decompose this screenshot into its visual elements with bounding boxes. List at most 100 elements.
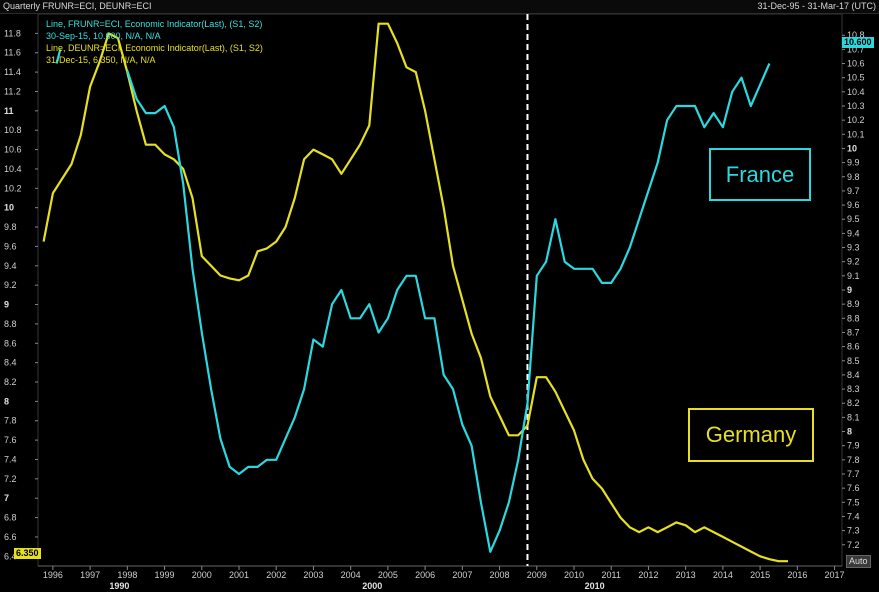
- right-axis-tick-label: 8.2: [847, 398, 860, 408]
- right-axis-tick-label: 8.6: [847, 342, 860, 352]
- left-axis-tick-label: 7.4: [4, 454, 17, 464]
- left-axis-tick-label: 8: [4, 396, 9, 406]
- left-axis-tick-label: 6.4: [4, 551, 17, 561]
- x-axis-tick-label: 2003: [303, 570, 323, 580]
- x-axis-decade-label: 2010: [585, 581, 605, 591]
- date-range: 31-Dec-95 - 31-Mar-17 (UTC): [757, 1, 876, 11]
- left-axis-tick-label: 8.6: [4, 338, 17, 348]
- auto-scale-button[interactable]: Auto: [846, 555, 871, 568]
- right-axis-tick-label: 9.2: [847, 257, 860, 267]
- right-axis-tick-label: 10.8: [847, 30, 865, 40]
- x-axis-tick-label: 2006: [415, 570, 435, 580]
- right-axis-tick-label: 8: [847, 427, 852, 437]
- left-axis-tick-label: 9.2: [4, 280, 17, 290]
- x-axis-tick-label: 2007: [452, 570, 472, 580]
- right-axis-tick-label: 8.8: [847, 313, 860, 323]
- right-axis-tick-label: 9.9: [847, 158, 860, 168]
- germany-last-value-tag: 6.350: [14, 548, 41, 559]
- right-axis-tick-label: 8.3: [847, 384, 860, 394]
- left-axis-tick-label: 10.4: [4, 164, 22, 174]
- left-axis-tick-label: 7.2: [4, 474, 17, 484]
- left-axis-tick-label: 11.2: [4, 86, 21, 96]
- right-axis-tick-label: 9.7: [847, 186, 860, 196]
- x-axis-tick-label: 2000: [192, 570, 212, 580]
- right-axis-tick-label: 7.9: [847, 441, 860, 451]
- left-axis-tick-label: 7.6: [4, 435, 17, 445]
- right-axis-tick-label: 10.1: [847, 129, 865, 139]
- left-axis-tick-label: 11: [4, 106, 14, 116]
- left-axis-tick-label: 11.4: [4, 67, 21, 77]
- x-axis-tick-label: 1997: [80, 570, 100, 580]
- right-axis-tick-label: 7.2: [847, 540, 860, 550]
- x-axis-tick-label: 2004: [341, 570, 361, 580]
- left-axis-tick-label: 10: [4, 203, 14, 213]
- right-axis-tick-label: 9: [847, 285, 852, 295]
- right-axis-tick-label: 9.5: [847, 214, 860, 224]
- legend-france-line2: 30-Sep-15, 10.600, N/A, N/A: [46, 31, 161, 41]
- x-axis-tick-label: 2010: [564, 570, 584, 580]
- x-axis-tick-label: 2001: [229, 570, 249, 580]
- left-axis-tick-label: 11.6: [4, 48, 21, 58]
- right-axis-tick-label: 8.1: [847, 412, 860, 422]
- x-axis-tick-label: 2002: [266, 570, 286, 580]
- x-axis-tick-label: 1999: [155, 570, 175, 580]
- left-axis-tick-label: 9.8: [4, 222, 17, 232]
- right-axis-tick-label: 10.4: [847, 87, 865, 97]
- left-axis-tick-label: 7: [4, 493, 9, 503]
- x-axis-tick-label: 2017: [825, 570, 845, 580]
- france-label-box: France: [709, 148, 811, 201]
- left-axis-tick-label: 8.4: [4, 358, 17, 368]
- left-axis-tick-label: 10.2: [4, 183, 22, 193]
- left-axis-tick-label: 6.8: [4, 513, 17, 523]
- x-axis-tick-label: 1996: [43, 570, 63, 580]
- left-axis-tick-label: 8.8: [4, 319, 17, 329]
- right-axis-tick-label: 10.5: [847, 73, 865, 83]
- x-axis-tick-label: 2014: [713, 570, 733, 580]
- right-axis-tick-label: 7.6: [847, 483, 860, 493]
- right-axis-tick-label: 7.8: [847, 455, 860, 465]
- x-axis-tick-label: 2013: [676, 570, 696, 580]
- france-series-line: [126, 63, 771, 553]
- right-axis-tick-label: 9.3: [847, 243, 860, 253]
- x-axis-decade-label: 1990: [109, 581, 129, 591]
- germany-label-box: Germany: [688, 408, 814, 462]
- right-axis-tick-label: 9.4: [847, 228, 860, 238]
- right-axis-tick-label: 9.8: [847, 172, 860, 182]
- x-axis-tick-label: 2012: [638, 570, 658, 580]
- right-axis-tick-label: 10.6: [847, 59, 865, 69]
- right-axis-tick-label: 9.1: [847, 271, 860, 281]
- legend-germany-line2: 31-Dec-15, 6.350, N/A, N/A: [46, 55, 156, 65]
- germany-series-line: [42, 22, 788, 563]
- right-axis-tick-label: 8.9: [847, 299, 860, 309]
- right-axis-tick-label: 9.6: [847, 200, 860, 210]
- left-axis-tick-label: 8.2: [4, 377, 17, 387]
- x-axis-tick-label: 1998: [117, 570, 137, 580]
- france-series-line: [55, 49, 62, 64]
- chart-legend: Line, FRUNR=ECI, Economic Indicator(Last…: [46, 18, 263, 66]
- right-axis-tick-label: 7.4: [847, 511, 860, 521]
- right-axis-tick-label: 10.3: [847, 101, 865, 111]
- x-axis-tick-label: 2015: [750, 570, 770, 580]
- x-axis-tick-label: 2011: [602, 570, 621, 580]
- right-axis-tick-label: 8.7: [847, 327, 860, 337]
- right-axis-tick-label: 10.7: [847, 44, 865, 54]
- left-axis-tick-label: 9.6: [4, 241, 17, 251]
- left-axis-tick-label: 10.6: [4, 145, 22, 155]
- legend-france-line1: Line, FRUNR=ECI, Economic Indicator(Last…: [46, 19, 263, 29]
- plot-frame: [37, 13, 843, 567]
- right-axis-tick-label: 10: [847, 143, 857, 153]
- left-axis-tick-label: 6.6: [4, 532, 17, 542]
- x-axis-tick-label: 2008: [490, 570, 510, 580]
- right-axis-tick-label: 8.5: [847, 356, 860, 366]
- x-axis-tick-label: 2009: [527, 570, 547, 580]
- right-axis-tick-label: 10.2: [847, 115, 865, 125]
- right-axis-tick-label: 7.7: [847, 469, 860, 479]
- left-axis-tick-label: 11.8: [4, 28, 21, 38]
- right-axis-tick-label: 8.4: [847, 370, 860, 380]
- chart-title: Quarterly FRUNR=ECI, DEUNR=ECI: [3, 1, 152, 11]
- left-axis-tick-label: 7.8: [4, 416, 17, 426]
- x-axis-decade-label: 2000: [362, 581, 382, 591]
- x-axis-tick-label: 2005: [378, 570, 398, 580]
- right-axis-tick-label: 7.5: [847, 497, 860, 507]
